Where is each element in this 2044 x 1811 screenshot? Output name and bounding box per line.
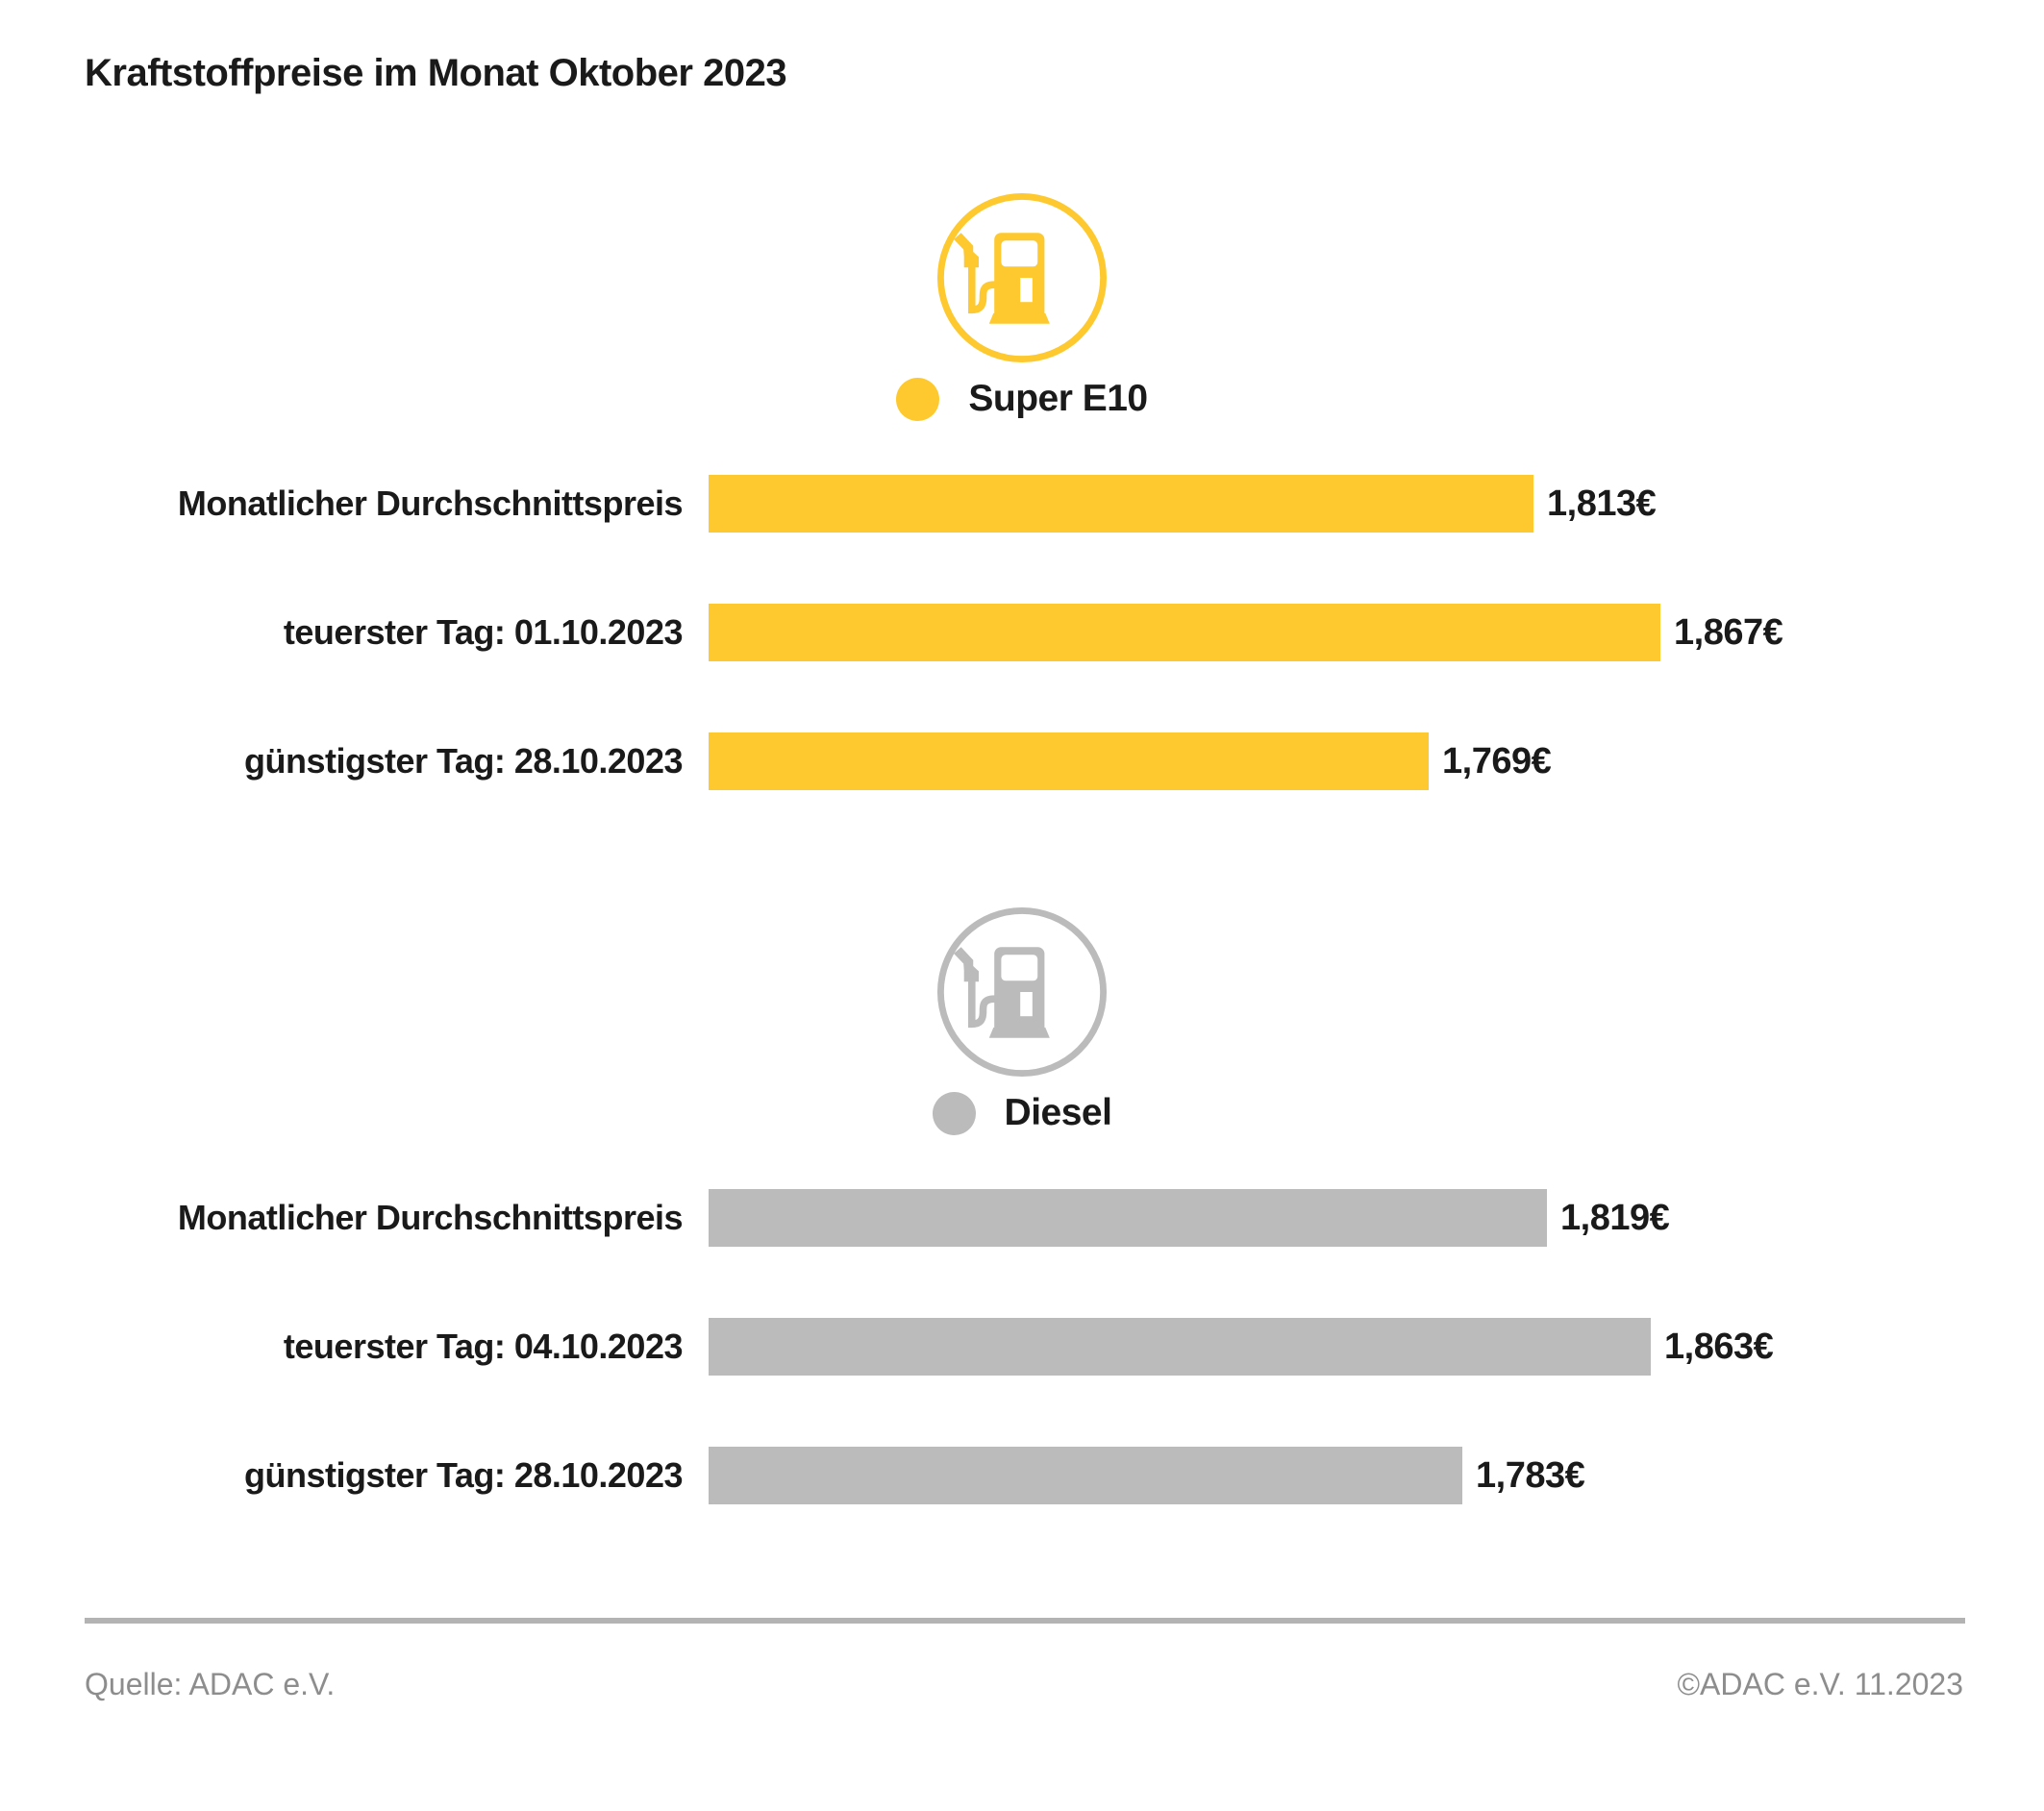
bar-row: Monatlicher Durchschnittspreis 1,819€	[0, 1189, 2044, 1247]
page-title: Kraftstoffpreise im Monat Oktober 2023	[85, 52, 787, 94]
bar-category-label: günstigster Tag: 28.10.2023	[243, 741, 684, 781]
bar	[709, 475, 1533, 533]
bar-value-label: 1,867€	[1674, 611, 1783, 653]
bar-value-label: 1,769€	[1442, 740, 1552, 781]
bar-category-label: Monatlicher Durchschnittspreis	[177, 484, 684, 523]
bar-category-label: Monatlicher Durchschnittspreis	[177, 1198, 684, 1237]
bar	[709, 1189, 1547, 1247]
bar-row: Monatlicher Durchschnittspreis 1,813€	[0, 475, 2044, 533]
bar-category-label: teuerster Tag: 04.10.2023	[283, 1327, 684, 1366]
bar-row: günstigster Tag: 28.10.2023 1,769€	[0, 732, 2044, 790]
legend-super-e10: Super E10	[0, 375, 2044, 423]
bar-category-label: günstigster Tag: 28.10.2023	[243, 1455, 684, 1495]
fuel-pump-icon	[935, 905, 1109, 1079]
bar	[709, 732, 1429, 790]
bar-value-label: 1,819€	[1560, 1197, 1670, 1238]
bar	[709, 604, 1660, 661]
section-super-e10: Super E10 Monatlicher Durchschnittspreis…	[0, 190, 2044, 790]
bar-value-label: 1,783€	[1476, 1454, 1585, 1496]
footer-divider	[85, 1618, 1965, 1624]
legend-label-super-e10: Super E10	[968, 378, 1148, 419]
bar-rows-super-e10: Monatlicher Durchschnittspreis 1,813€ te…	[0, 475, 2044, 790]
bar-row: günstigster Tag: 28.10.2023 1,783€	[0, 1447, 2044, 1504]
bar-category-label: teuerster Tag: 01.10.2023	[283, 612, 684, 652]
bar-row: teuerster Tag: 01.10.2023 1,867€	[0, 604, 2044, 661]
bar-rows-diesel: Monatlicher Durchschnittspreis 1,819€ te…	[0, 1189, 2044, 1504]
bar-value-label: 1,813€	[1547, 483, 1657, 524]
fuel-pump-icon	[935, 190, 1109, 365]
source-note: Quelle: ADAC e.V.	[85, 1667, 336, 1701]
legend-dot-super-e10	[896, 377, 940, 421]
bar-value-label: 1,863€	[1664, 1326, 1774, 1367]
bar-row: teuerster Tag: 04.10.2023 1,863€	[0, 1318, 2044, 1376]
section-diesel: Diesel Monatlicher Durchschnittspreis 1,…	[0, 905, 2044, 1504]
bar	[709, 1447, 1462, 1504]
footer: Quelle: ADAC e.V. ©ADAC e.V. 11.2023	[85, 1667, 1963, 1702]
copyright-note: ©ADAC e.V. 11.2023	[1677, 1667, 1963, 1701]
legend-diesel: Diesel	[0, 1089, 2044, 1137]
bar	[709, 1318, 1651, 1376]
legend-dot-diesel	[932, 1091, 976, 1135]
legend-label-diesel: Diesel	[1004, 1092, 1112, 1133]
